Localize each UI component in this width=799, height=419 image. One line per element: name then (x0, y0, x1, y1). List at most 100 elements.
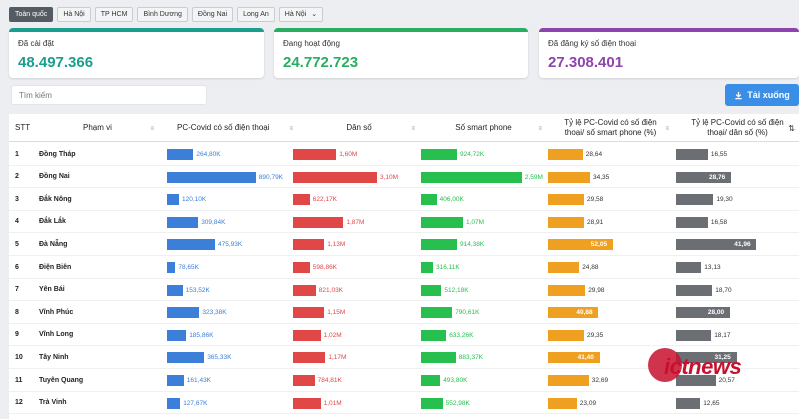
tab-label: Long An (243, 11, 269, 18)
card-label: Đã cài đặt (18, 39, 55, 48)
table-row[interactable]: 12 Trà Vinh 127,67K 1,01M 552,98K 23,09 12,65 (9, 392, 799, 415)
value-label: 29,58 (587, 196, 604, 204)
province-name: Điện Biên (39, 263, 72, 271)
col-pham-vi[interactable]: Phạm vi ≡ (83, 114, 158, 142)
table-header: STT Phạm vi ≡ PC-Covid có số điện thoại ≡ … (9, 114, 799, 142)
value-label: 18,70 (715, 286, 732, 294)
row-index: 12 (15, 399, 23, 407)
sort-desc-icon[interactable]: ⇅ (788, 124, 795, 133)
value-label: 13,13 (704, 264, 721, 271)
menu-icon[interactable]: ≡ (411, 126, 415, 132)
value-label: 20,57 (718, 377, 735, 384)
col-header-label: STT (15, 123, 31, 132)
city-select[interactable]: Hà Nội ⌄ (278, 7, 324, 22)
tab-label: Hà Nội (284, 11, 307, 18)
value-label: 31,25 (714, 354, 731, 362)
value-label: 3,10M (380, 173, 399, 181)
col-stt[interactable]: STT (15, 114, 75, 142)
value-bar (548, 171, 590, 183)
table-row[interactable]: 2 Đồng Nai 890,79K 3,10M 2,59M 34,35 28,76 (9, 166, 799, 189)
value-label: 790,61K (455, 309, 480, 317)
col-dan-so[interactable]: Dân số ≡ (299, 114, 419, 142)
card-value: 27.308.401 (548, 54, 624, 71)
value-label: 1,15M (327, 309, 346, 317)
value-bar (167, 171, 256, 183)
table-row[interactable]: 1 Đồng Tháp 264,80K 1,60M 924,72K 28,64 16,55 (9, 143, 799, 166)
col-header-label: PC-Covid có số điện thoại (177, 123, 270, 132)
value-label: 127,67K (183, 399, 208, 407)
table-row[interactable]: 11 Tuyên Quang 161,43K 784,81K 493,80K 32,69 2… (9, 369, 799, 392)
province-name: Vĩnh Long (39, 331, 74, 339)
tab-region[interactable]: Toàn quốc (9, 7, 54, 22)
value-bar (293, 284, 316, 296)
province-name: Đắk Nông (39, 195, 72, 203)
col-smart-phone[interactable]: Số smart phone ≡ (421, 114, 546, 142)
table-row[interactable]: 4 Đắk Lắk 309,84K 1,87M 1,07M 28,91 16,58 (9, 211, 799, 234)
province-name: Đồng Nai (39, 173, 70, 181)
tab-region[interactable]: Đồng Nai (191, 7, 234, 22)
tab-region[interactable]: TP HCM (94, 7, 134, 22)
value-bar (167, 194, 179, 206)
download-button[interactable]: Tải xuống (725, 84, 799, 106)
menu-icon[interactable]: ≡ (150, 126, 154, 132)
table-row[interactable]: 10 Tây Ninh 365,33K 1,17M 883,37K 41,40 31,25 (9, 346, 799, 369)
menu-icon[interactable]: ≡ (289, 126, 293, 132)
value-bar (676, 171, 731, 183)
data-table: STT Phạm vi ≡ PC-Covid có số điện thoại ≡ … (9, 114, 799, 419)
tab-region[interactable]: Long An (237, 7, 275, 22)
value-bar (167, 307, 200, 319)
row-index: 4 (15, 218, 19, 226)
table-row[interactable]: 6 Điện Biên 78,65K 598,86K 316,11K 24,88 13,13 (9, 256, 799, 279)
col-header-label: Phạm vi (83, 123, 112, 132)
row-index: 2 (15, 173, 19, 181)
value-label: 309,84K (201, 218, 226, 226)
value-bar (293, 307, 325, 319)
tab-region[interactable]: Bình Dương (137, 7, 188, 22)
chevron-down-icon: ⌄ (311, 11, 318, 18)
value-bar (548, 307, 599, 319)
table-row[interactable]: 3 Đắk Nông 120,10K 622,17K 406,00K 29,58 19,30 (9, 188, 799, 211)
value-label: 18,17 (714, 331, 731, 339)
search-input[interactable] (11, 85, 207, 105)
value-label: 34,35 (593, 173, 610, 181)
value-label: 23,09 (579, 399, 597, 407)
value-bar (293, 216, 344, 228)
value-bar (167, 216, 199, 228)
menu-icon[interactable]: ≡ (538, 126, 542, 132)
province-name: Trà Vinh (39, 399, 67, 407)
logo-text: ictnews (664, 354, 742, 379)
value-label: 1,17M (328, 354, 347, 362)
value-label: 28,76 (709, 173, 726, 181)
value-label: 24,88 (582, 264, 599, 271)
col-header-label: Dân số (346, 123, 372, 132)
value-bar (167, 397, 181, 409)
value-label: 32,69 (591, 377, 609, 384)
value-bar (548, 397, 577, 409)
value-bar (548, 194, 584, 206)
value-bar (421, 194, 437, 206)
value-bar (421, 239, 457, 251)
value-label: 1,01M (323, 399, 342, 407)
value-bar (167, 375, 184, 386)
card-label: Đang hoạt động (283, 39, 340, 48)
table-row[interactable]: 5 Đà Nẵng 475,93K 1,13M 914,38K 52,05 41,96 (9, 233, 799, 256)
value-label: 316,11K (436, 264, 460, 271)
value-label: 264,80K (196, 151, 221, 158)
col-pc-covid[interactable]: PC-Covid có số điện thoại ≡ (177, 114, 297, 142)
tab-region[interactable]: Hà Nội (57, 7, 91, 22)
row-index: 11 (15, 376, 23, 384)
value-label: 493,80K (443, 377, 468, 384)
menu-icon[interactable]: ≡ (665, 126, 669, 132)
summary-cards: Đã cài đặt 48.497.366 Đang hoạt động 24.… (9, 28, 799, 78)
value-bar (293, 375, 315, 386)
table-row[interactable]: 8 Vĩnh Phúc 323,38K 1,15M 790,61K 40,88 28,00 (9, 301, 799, 324)
tab-label: Bình Dương (143, 11, 182, 18)
col-ratio-population[interactable]: Tỷ lệ PC-Covid có số điện thoại/ dân số … (676, 114, 799, 142)
value-bar (421, 375, 441, 386)
table-row[interactable]: 7 Yên Bái 153,52K 821,03K 512,18K 29,98 18,70 (9, 279, 799, 302)
card-active: Đang hoạt động 24.772.723 (274, 28, 528, 78)
value-bar (676, 375, 716, 386)
value-bar (293, 171, 377, 183)
col-ratio-smartphone[interactable]: Tỷ lệ PC-Covid có số điện thoại/ số smar… (548, 114, 673, 142)
table-row[interactable]: 9 Vĩnh Long 185,86K 1,02M 633,26K 29,35 18,17 (9, 324, 799, 347)
